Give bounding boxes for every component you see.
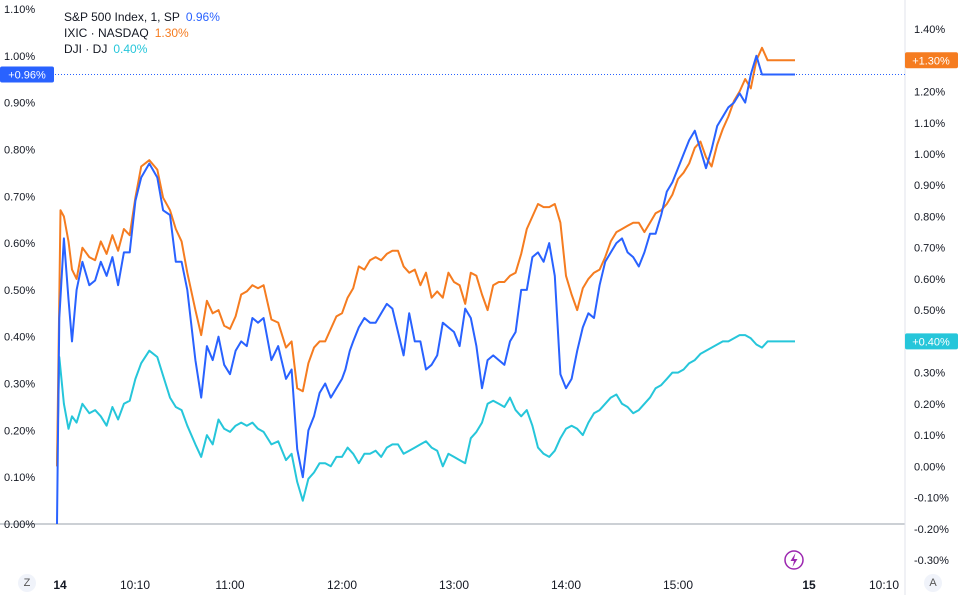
x-tick-label: 10:10: [869, 578, 899, 592]
left-tick-label: 0.50%: [4, 285, 35, 297]
right-tick-label: 0.60%: [914, 274, 945, 286]
badge-spx-bg: [0, 66, 54, 83]
badge-dji-bg: [905, 333, 958, 350]
right-tick-label: 0.50%: [914, 305, 945, 317]
x-tick-label: 14:00: [551, 578, 581, 592]
series-line-dji: [56, 334, 795, 502]
x-tick-label: 12:00: [327, 578, 357, 592]
decorations: [784, 550, 804, 570]
right-tick-label: 0.80%: [914, 211, 945, 223]
badge-dji-text: +0.40%: [912, 336, 950, 348]
series-line-spx: [56, 54, 795, 525]
right-tick-label: -0.20%: [914, 524, 949, 536]
legend-value-spx: 0.96%: [185, 10, 220, 24]
left-axis: 0.00% 0.10% 0.20% 0.30% 0.40% 0.50% 0.60% 0.70%…: [4, 4, 35, 531]
x-tick-label: 11:00: [215, 578, 244, 592]
right-tick-label: 0.30%: [914, 368, 945, 380]
left-tick-label: 0.20%: [4, 425, 35, 437]
zoom-left-button[interactable]: Z: [18, 574, 36, 592]
left-tick-label: 0.30%: [4, 379, 35, 391]
grid-lines: [0, 0, 906, 595]
legend-label-dji: DJI · DJ: [64, 42, 108, 56]
legend-label-ixic: IXIC · NASDAQ: [64, 26, 149, 40]
right-tick-label: 1.20%: [914, 87, 945, 99]
right-tick-label: -0.10%: [914, 493, 949, 505]
value-badges: +0.96% +1.30% +0.40%: [0, 52, 958, 350]
series-line-ixic: [56, 46, 795, 467]
left-tick-label: 0.70%: [4, 191, 35, 203]
legend-row-spx[interactable]: S&P 500 Index, 1, SP 0.96%: [64, 9, 220, 25]
x-axis: 14 10:10 11:00 12:00 13:00 14:00 15:00 15 10:10: [53, 578, 899, 592]
x-tick-label: 13:00: [439, 578, 469, 592]
right-tick-label: -0.30%: [914, 555, 949, 567]
right-tick-label: 0.20%: [914, 399, 945, 411]
left-tick-label: 0.80%: [4, 144, 35, 156]
legend-label-spx: S&P 500 Index, 1, SP: [64, 10, 180, 24]
badge-ixic-bg: [905, 52, 958, 69]
auto-scale-button[interactable]: A: [924, 574, 942, 592]
left-tick-label: 0.00%: [4, 519, 35, 531]
legend-row-ixic[interactable]: IXIC · NASDAQ 1.30%: [64, 25, 220, 41]
left-tick-label: 0.10%: [4, 472, 35, 484]
left-tick-label: 1.00%: [4, 51, 35, 63]
left-tick-label: 0.90%: [4, 98, 35, 110]
badge-ixic-text: +1.30%: [912, 55, 950, 67]
x-tick-label: 14: [53, 578, 67, 592]
left-tick-label: 0.60%: [4, 238, 35, 250]
left-tick-label: 1.10%: [4, 4, 35, 16]
legend-row-dji[interactable]: DJI · DJ 0.40%: [64, 41, 220, 57]
series-layer: [56, 46, 795, 525]
legend: S&P 500 Index, 1, SP 0.96% IXIC · NASDAQ 1…: [64, 9, 220, 57]
x-tick-label: 15: [802, 578, 816, 592]
right-tick-label: 1.10%: [914, 118, 945, 130]
right-tick-label: 1.00%: [914, 149, 945, 161]
right-tick-label: 0.00%: [914, 461, 945, 473]
x-tick-label: 15:00: [663, 578, 693, 592]
badge-spx-text: +0.96%: [8, 70, 46, 82]
right-tick-label: 0.90%: [914, 180, 945, 192]
lightning-icon-glyph: [790, 553, 798, 567]
x-tick-label: 10:10: [120, 578, 150, 592]
right-tick-label: 0.10%: [914, 430, 945, 442]
right-tick-label: 0.70%: [914, 243, 945, 255]
right-axis: -0.30% -0.20% -0.10% 0.00% 0.10% 0.20% 0.30% 0.…: [914, 24, 949, 567]
legend-value-ixic: 1.30%: [154, 26, 189, 40]
right-tick-label: 1.40%: [914, 24, 945, 36]
left-tick-label: 0.40%: [4, 332, 35, 344]
legend-value-dji: 0.40%: [113, 42, 148, 56]
